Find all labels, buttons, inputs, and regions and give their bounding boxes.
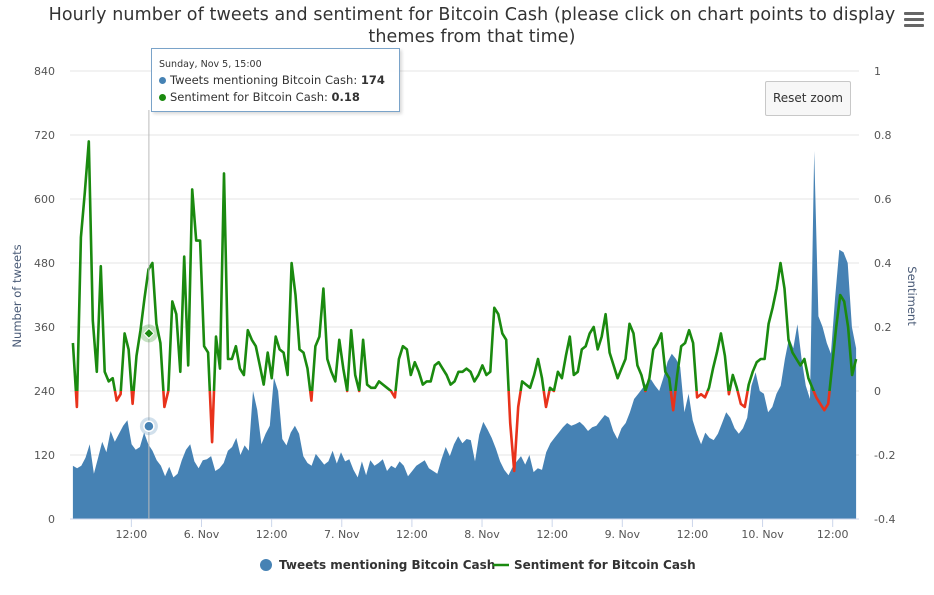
tweets-area [72, 151, 857, 519]
tooltip: Sunday, Nov 5, 15:00 Tweets mentioning B… [151, 48, 400, 112]
x-tick-label: 12:00 [817, 528, 849, 541]
x-tick-label: 6. Nov [184, 528, 220, 541]
tooltip-row-sentiment: Sentiment for Bitcoin Cash: 0.18 [159, 90, 399, 104]
x-tick-label: 12:00 [536, 528, 568, 541]
y-tick-label: 240 [34, 385, 55, 398]
x-tick-label: 8. Nov [464, 528, 500, 541]
y-tick-label: 480 [34, 257, 55, 270]
sentiment-line-series [71, 140, 858, 473]
y-tick-label: 720 [34, 129, 55, 142]
x-tick-label: 9. Nov [605, 528, 641, 541]
sentiment-hover-point [143, 327, 155, 340]
tooltip-dot-tweets [159, 77, 166, 84]
tooltip-tweets-label: Tweets mentioning Bitcoin Cash: [170, 73, 361, 87]
legend-label-tweets: Tweets mentioning Bitcoin Cash [279, 558, 496, 572]
y2-tick-label: 1 [874, 65, 881, 78]
hover-markers [139, 110, 158, 519]
y-axis-left: 0 120 240 360 480 600 720 840 [34, 65, 55, 526]
x-axis: 12:00 6. Nov 12:00 7. Nov 12:00 8. Nov 12:00 9.… [70, 518, 859, 541]
hamburger-icon[interactable] [904, 12, 924, 28]
tooltip-tweets-value: 174 [360, 73, 385, 87]
tweets-hover-point [143, 420, 155, 432]
tooltip-dot-sentiment [159, 94, 166, 101]
y-tick-label: 840 [34, 65, 55, 78]
tooltip-header: Sunday, Nov 5, 15:00 [159, 59, 262, 70]
y-tick-label: 600 [34, 193, 55, 206]
sentiment-line-positive [71, 140, 858, 391]
tweets-area-series [72, 151, 857, 519]
tooltip-row-tweets: Tweets mentioning Bitcoin Cash: 174 [159, 73, 399, 87]
x-tick-label: 12:00 [256, 528, 288, 541]
y2-tick-label: -0.2 [874, 449, 895, 462]
x-tick-label: 12:00 [677, 528, 709, 541]
y2-tick-label: 0 [874, 385, 881, 398]
reset-zoom-button[interactable]: Reset zoom [765, 81, 851, 116]
legend-item-tweets[interactable]: Tweets mentioning Bitcoin Cash [259, 558, 495, 572]
legend-circle-icon [260, 559, 272, 571]
tooltip-sentiment-label: Sentiment for Bitcoin Cash: [170, 90, 332, 104]
x-tick-label: 12:00 [116, 528, 148, 541]
y2-tick-label: 0.8 [874, 129, 892, 142]
tooltip-sentiment-value: 0.18 [331, 90, 360, 104]
legend-line-icon [493, 563, 509, 567]
y-tick-label: 360 [34, 321, 55, 334]
y-axis-right: -0.4 -0.2 0 0.2 0.4 0.6 0.8 1 [874, 65, 895, 526]
x-tick-label: 7. Nov [324, 528, 360, 541]
legend-label-sentiment: Sentiment for Bitcoin Cash [514, 558, 696, 572]
y2-axis-title: Sentiment [905, 266, 919, 326]
y-tick-label: 120 [34, 449, 55, 462]
y-axis-title: Number of tweets [10, 244, 24, 347]
x-tick-label: 12:00 [396, 528, 428, 541]
y2-tick-label: -0.4 [874, 513, 895, 526]
y2-tick-label: 0.6 [874, 193, 892, 206]
y-tick-label: 0 [48, 513, 55, 526]
y2-tick-label: 0.2 [874, 321, 892, 334]
x-tick-label: 10. Nov [741, 528, 784, 541]
legend-item-sentiment[interactable]: Sentiment for Bitcoin Cash [493, 558, 696, 572]
chart-title: Hourly number of tweets and sentiment fo… [48, 5, 896, 47]
y2-tick-label: 0.4 [874, 257, 892, 270]
